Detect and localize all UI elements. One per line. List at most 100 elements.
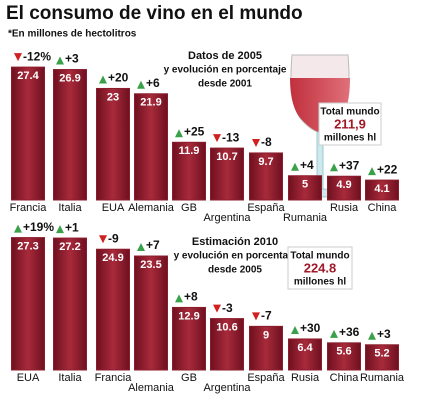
category-label: Italia bbox=[58, 202, 82, 214]
total-text: Total mundo bbox=[290, 251, 349, 262]
change-arrow bbox=[56, 225, 64, 234]
change-arrow bbox=[14, 53, 22, 62]
category-label: GB bbox=[181, 202, 197, 214]
title: El consumo de vino en el mundo bbox=[6, 3, 303, 24]
bar bbox=[11, 237, 45, 371]
change-arrow bbox=[213, 134, 221, 143]
bar bbox=[327, 342, 361, 371]
change-label: +6 bbox=[146, 76, 160, 90]
bar bbox=[53, 69, 87, 201]
change-label: +7 bbox=[146, 238, 160, 252]
change-label: +4 bbox=[300, 158, 314, 172]
category-label: Argentina bbox=[203, 382, 251, 394]
change-arrow bbox=[252, 138, 260, 147]
change-arrow bbox=[99, 75, 107, 84]
note: Datos de 2005 bbox=[188, 50, 262, 62]
category-label: Alemania bbox=[128, 382, 175, 394]
category-label: Francia bbox=[95, 372, 133, 384]
category-label: España bbox=[247, 372, 285, 384]
total-text: Total mundo bbox=[320, 107, 379, 118]
bar bbox=[134, 93, 168, 201]
total-text: millones hl bbox=[324, 133, 376, 144]
bar bbox=[249, 152, 283, 201]
value-label: 10.6 bbox=[216, 321, 237, 333]
category-label: Francia bbox=[10, 202, 48, 214]
total-text: 211,9 bbox=[334, 116, 366, 131]
value-label: 6.4 bbox=[297, 342, 313, 354]
value-label: 21.9 bbox=[140, 97, 161, 109]
note: Estimación 2010 bbox=[192, 236, 278, 248]
change-arrow bbox=[368, 167, 376, 176]
category-label: Alemania bbox=[128, 202, 175, 214]
category-label: Rumania bbox=[360, 372, 405, 384]
bar bbox=[365, 179, 399, 201]
change-label: -13 bbox=[222, 130, 240, 144]
category-label: Argentina bbox=[203, 212, 251, 224]
bar bbox=[172, 306, 206, 371]
category-label: China bbox=[330, 372, 360, 384]
bar bbox=[288, 338, 322, 371]
value-label: 9.7 bbox=[258, 156, 273, 168]
value-label: 9 bbox=[263, 329, 269, 341]
change-arrow bbox=[213, 304, 221, 313]
value-label: 26.9 bbox=[59, 72, 80, 84]
category-label: Rumania bbox=[283, 212, 328, 224]
change-arrow bbox=[291, 325, 299, 334]
value-label: 4.9 bbox=[336, 179, 351, 191]
bar bbox=[11, 66, 45, 201]
bar bbox=[134, 255, 168, 371]
change-label: +3 bbox=[377, 327, 391, 341]
change-label: -9 bbox=[108, 231, 119, 245]
bar bbox=[96, 87, 130, 201]
value-label: 11.9 bbox=[179, 145, 200, 157]
category-label: EUA bbox=[17, 372, 40, 384]
bar bbox=[96, 248, 130, 371]
value-label: 27.2 bbox=[59, 241, 80, 253]
change-label: +22 bbox=[377, 162, 398, 176]
category-label: GB bbox=[181, 372, 197, 384]
change-label: +3 bbox=[65, 52, 79, 66]
bar bbox=[288, 175, 322, 201]
value-label: 23 bbox=[107, 91, 119, 103]
note: desde 2001 bbox=[198, 79, 252, 90]
category-label: EUA bbox=[102, 202, 125, 214]
change-arrow bbox=[137, 243, 145, 252]
note: y evolución en porcentaje bbox=[174, 251, 297, 262]
bar bbox=[365, 344, 399, 371]
total-box bbox=[318, 102, 382, 146]
bar bbox=[210, 318, 244, 371]
change-arrow bbox=[99, 235, 107, 244]
note: y evolución en porcentaje bbox=[164, 65, 287, 76]
bar bbox=[249, 325, 283, 371]
bar bbox=[53, 237, 87, 371]
note: desde 2005 bbox=[208, 265, 262, 276]
value-label: 24.9 bbox=[102, 252, 123, 264]
total-text: 224.8 bbox=[304, 260, 337, 275]
change-label: +36 bbox=[339, 325, 360, 339]
category-label: Italia bbox=[58, 372, 82, 384]
change-label: +30 bbox=[300, 321, 321, 335]
change-label: +8 bbox=[184, 290, 198, 304]
value-label: 27.4 bbox=[17, 70, 39, 82]
change-label: +1 bbox=[65, 220, 79, 234]
category-label: Rusia bbox=[291, 372, 320, 384]
total-text: millones hl bbox=[294, 277, 346, 288]
subtitle: *En millones de hectolitros bbox=[8, 29, 137, 40]
change-arrow bbox=[252, 312, 260, 321]
category-label: China bbox=[368, 202, 398, 214]
value-label: 23.5 bbox=[140, 259, 161, 271]
value-label: 4.1 bbox=[374, 183, 389, 195]
change-arrow bbox=[291, 162, 299, 171]
value-label: 5.6 bbox=[336, 346, 351, 358]
value-label: 5.2 bbox=[374, 348, 389, 360]
bar bbox=[172, 141, 206, 201]
value-label: 27.3 bbox=[17, 241, 38, 253]
bar bbox=[210, 147, 244, 201]
category-label: España bbox=[247, 202, 285, 214]
change-arrow bbox=[14, 224, 22, 233]
category-label: Rusia bbox=[330, 202, 359, 214]
change-label: +25 bbox=[184, 124, 205, 138]
change-arrow bbox=[330, 329, 338, 338]
change-label: +20 bbox=[108, 71, 129, 85]
change-label: -8 bbox=[261, 135, 272, 149]
